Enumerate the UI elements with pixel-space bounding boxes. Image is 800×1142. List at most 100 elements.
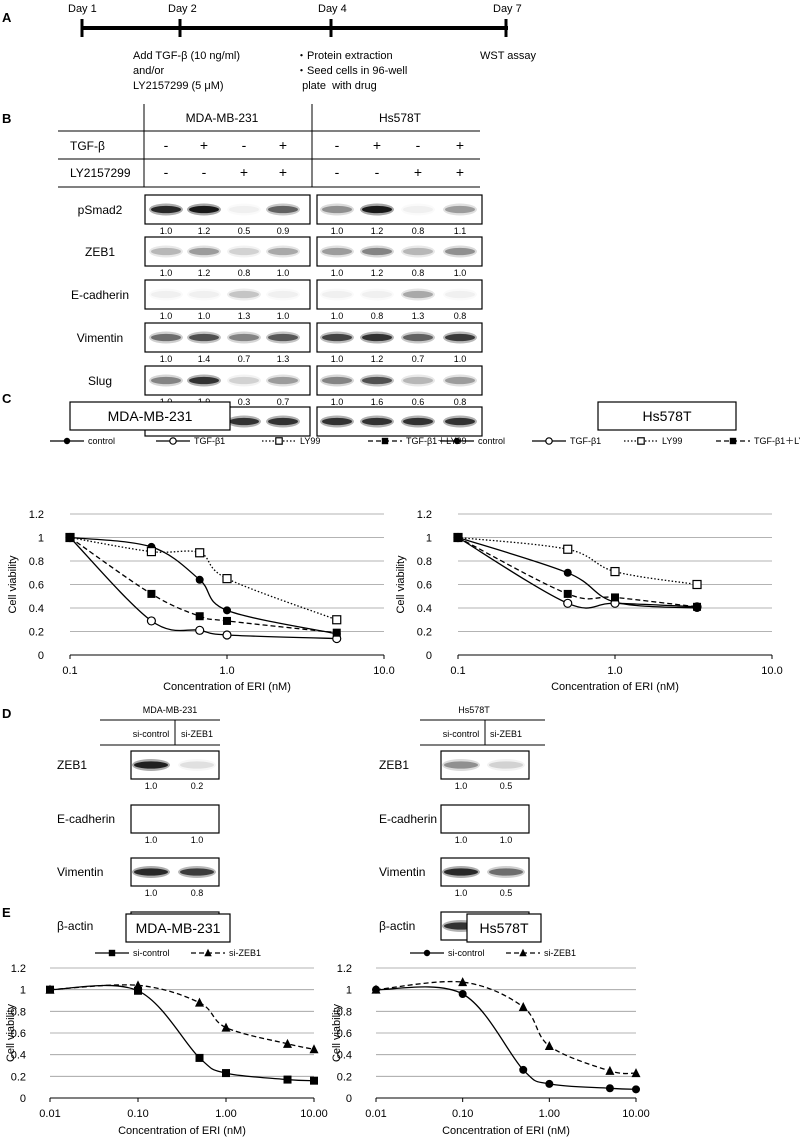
legend-marker [108,949,116,957]
y-tick-label: 0 [20,1093,26,1105]
band [149,331,183,344]
band-halo [320,374,354,387]
legend-label: LY99 [662,436,682,446]
timeline-note: ・Protein extraction [296,50,393,62]
legend-entry: si-ZEB1 [506,948,576,958]
band [149,245,183,258]
legend-label: LY99 [300,436,320,446]
band-halo [227,288,261,301]
band-core [445,205,475,214]
y-tick-label: 0 [38,650,44,662]
band [401,288,435,301]
blot-row-label: ZEB1 [379,758,409,772]
band-core [362,247,392,256]
band-core [322,417,352,426]
band-core [403,247,433,256]
band-core [362,205,392,214]
condition-label: si-control [133,729,170,739]
treatment-label: LY2157299 [70,166,131,180]
legend-entry: TGF-β1 [532,436,601,446]
data-point [195,997,205,1007]
data-point [632,1085,640,1094]
y-axis-label: Cell viability [395,555,407,614]
band [403,205,433,214]
band-halo [227,245,261,258]
band-quantification: 1.0 [160,226,173,236]
band [320,415,354,428]
band-quantification: 1.2 [371,354,384,364]
band [149,203,183,216]
legend-label: TGF-β1 [194,436,225,446]
band-halo [443,245,477,258]
band [401,245,435,258]
band [443,331,477,344]
data-point [66,533,74,542]
band-halo [401,245,435,258]
chart-title-box [597,401,737,431]
y-tick-label: 0.6 [11,1028,26,1040]
band-quantification: 1.0 [160,311,173,321]
timeline-note: LY2157299 (5 μM) [133,80,224,92]
treatment-sign: + [456,164,464,180]
band [227,331,261,344]
blot-row-label: ZEB1 [85,245,115,259]
x-tick-label: 0.1 [62,665,77,677]
band-halo [487,759,525,771]
band-core [362,333,392,342]
chart-title: Hs578T [642,408,691,424]
x-axis-label: Concentration of ERI (nM) [118,1125,246,1137]
band-core [362,417,392,426]
legend-label: si-control [448,948,485,958]
viability-chart: MDA-MB-231 si-control si-ZEB1 0 0.2 0.4 0.6 0.8… [5,913,328,1137]
x-axis-label: Concentration of ERI (nM) [551,681,679,693]
data-point [147,589,156,598]
data-point [45,984,55,994]
band-halo [149,331,183,344]
band [227,288,261,301]
treatment-sign: - [164,137,169,153]
band-core [268,333,298,342]
band-quantification: 0.7 [412,354,425,364]
x-tick-label: 10.0 [373,665,394,677]
blot-row-label: E-cadherin [379,812,437,826]
data-point [310,1076,318,1085]
condition-label: si-ZEB1 [181,729,213,739]
data-point [332,615,342,625]
blot-box [144,279,311,310]
x-tick-label: 0.01 [39,1108,60,1120]
band-quantification: 0.5 [500,781,513,791]
band-halo [442,759,480,771]
treatment-sign: + [456,137,464,153]
band-halo [149,374,183,387]
band-halo [227,374,261,387]
band-core [322,376,352,385]
series [372,985,640,1094]
day-label: Day 4 [318,3,347,15]
band-core [322,290,352,299]
day-label: Day 7 [493,3,522,15]
band [187,331,221,344]
band-quantification: 1.4 [198,354,211,364]
band [443,203,477,216]
legend-marker [545,437,553,445]
legend-label: TGF-β1＋LY99 [406,436,467,446]
band-core [268,376,298,385]
band-quantification: 1.0 [331,354,344,364]
panel-a-timeline: A Day 1 Day 2 Day 4 Day 7 Add TGF-β (10 … [2,3,537,92]
legend-entry: TGF-β1＋LY99 [368,436,467,446]
band-quantification: 1.0 [331,268,344,278]
band-core [229,290,259,299]
band-core [403,376,433,385]
band-core [403,205,433,214]
band [132,866,170,878]
band-core [444,868,478,876]
band-quantification: 0.7 [277,397,290,407]
band-halo [487,866,525,878]
band [360,245,394,258]
blot-row-label: E-cadherin [71,288,129,302]
viability-chart: Hs578T control TGF-β1 LY99 TGF-β1＋LY99 0 0.2 0.… [395,401,800,693]
blot-row-label: β-actin [379,919,415,933]
band-quantification: 1.0 [160,268,173,278]
band-quantification: 0.8 [454,397,467,407]
